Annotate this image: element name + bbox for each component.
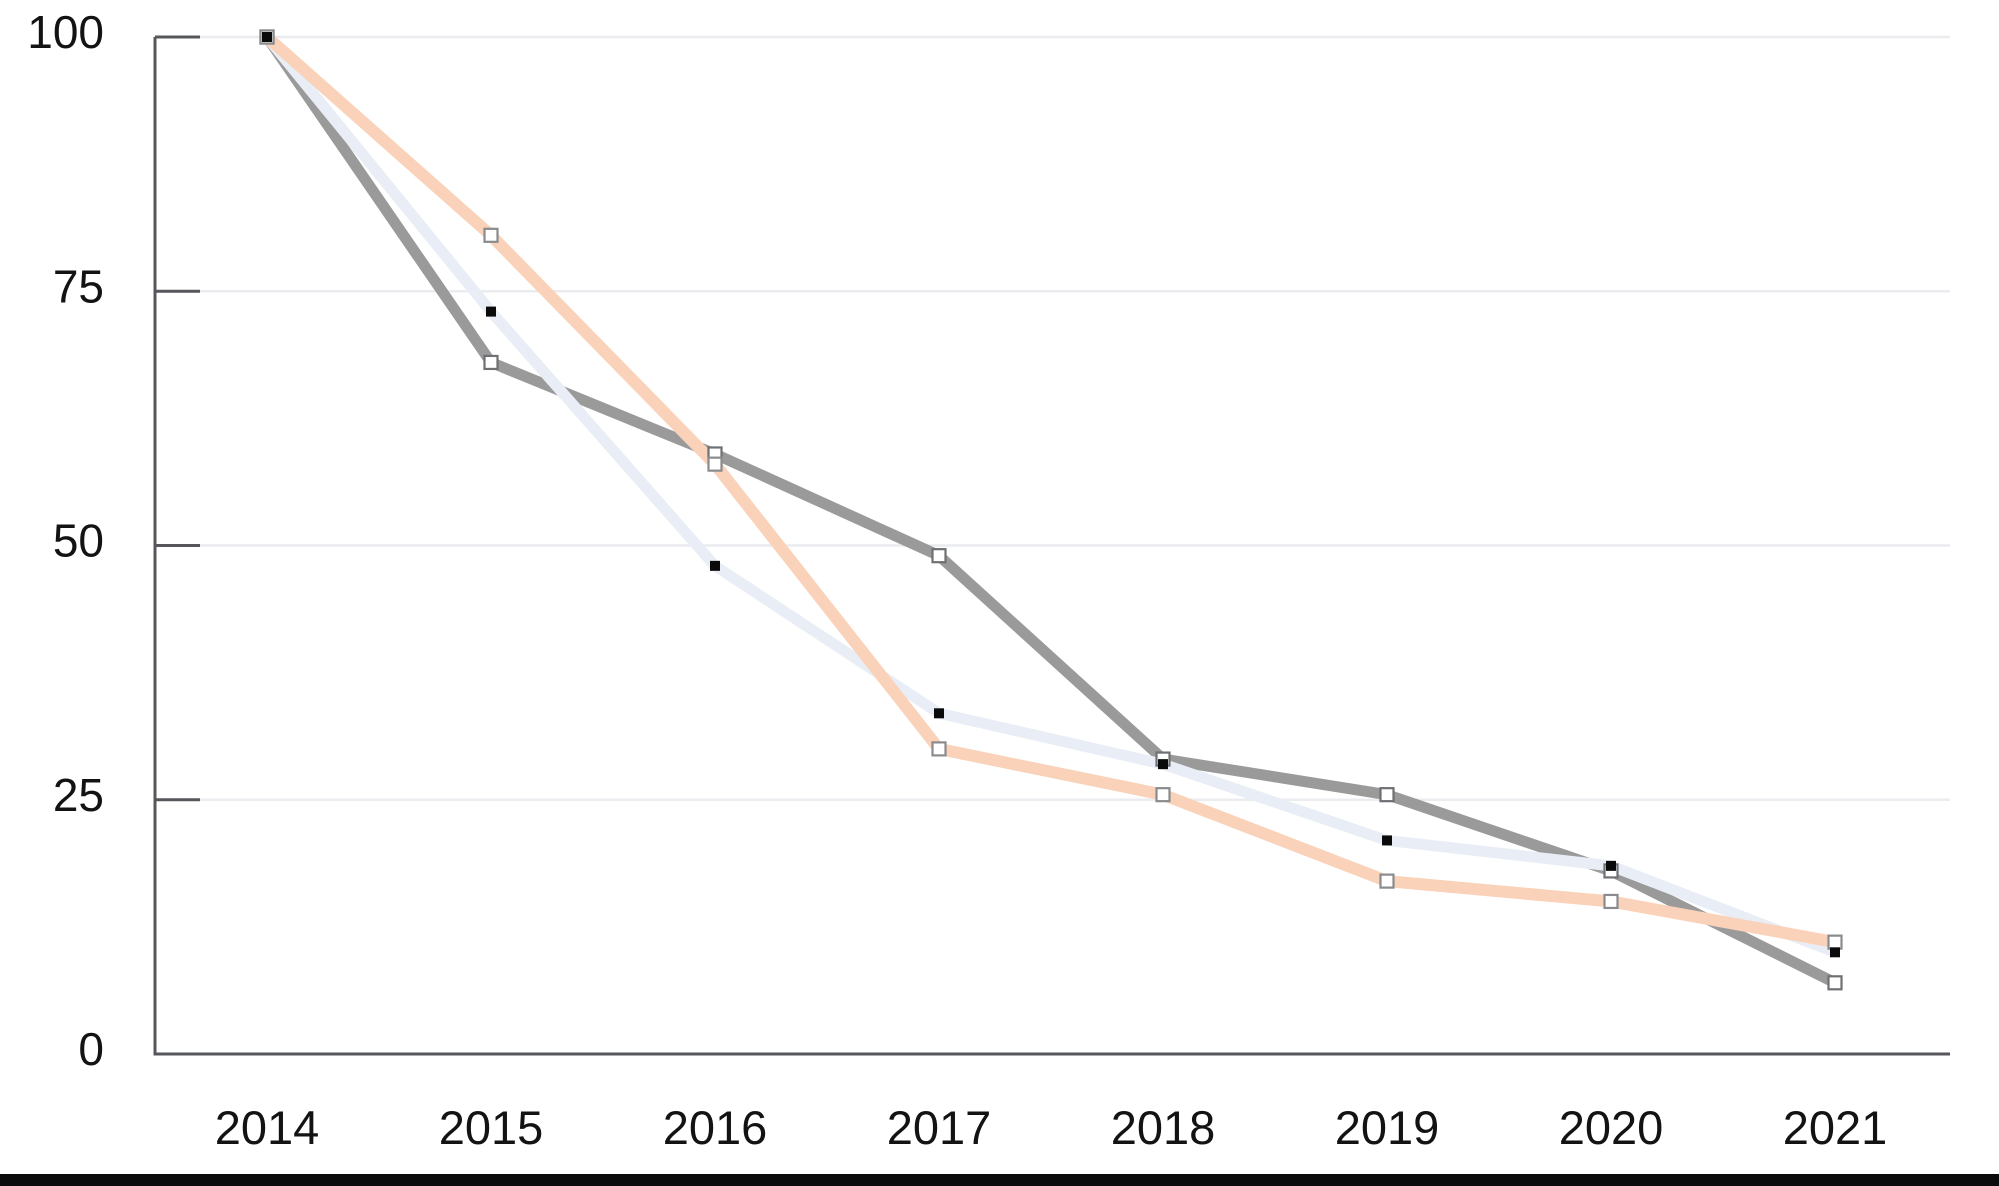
series-line-gray [262, 33, 1838, 988]
y-axis-label-75: 75 [53, 260, 104, 312]
marker-filled-square-light_blue [262, 32, 272, 42]
marker-filled-square-light_blue [1158, 759, 1168, 770]
marker-filled-square-light_blue [1830, 947, 1840, 958]
x-axis-label-2019: 2019 [1335, 1101, 1440, 1154]
marker-open-square-peach [931, 741, 947, 757]
series-line-peach [263, 32, 1837, 949]
x-axis-label-2018: 2018 [1111, 1101, 1216, 1154]
y-axis-label-50: 50 [53, 515, 104, 567]
marker-open-square-peach [707, 456, 723, 472]
marker-filled-square-light_blue [710, 560, 720, 571]
x-axis-label-2017: 2017 [887, 1101, 992, 1154]
y-axis-label-0: 0 [78, 1023, 104, 1075]
marker-open-square-peach [483, 227, 499, 243]
marker-open-square-peach [1155, 787, 1171, 803]
marker-filled-square-light_blue [1606, 860, 1616, 871]
marker-open-square-peach [1379, 873, 1395, 889]
marker-open-square-gray [1379, 787, 1395, 803]
bottom-border-bar [0, 1174, 1999, 1186]
marker-filled-square-light_blue [934, 708, 944, 719]
marker-filled-square-light_blue [486, 306, 496, 317]
marker-open-square-gray [1827, 975, 1843, 991]
y-axis-label-25: 25 [53, 769, 104, 821]
series-line-light_blue [262, 33, 1837, 958]
x-axis-label-2021: 2021 [1783, 1101, 1888, 1154]
marker-open-square-peach [1603, 893, 1619, 910]
x-axis-label-2016: 2016 [663, 1101, 768, 1154]
marker-open-square-gray [931, 548, 947, 564]
x-axis-label-2014: 2014 [215, 1101, 320, 1154]
y-axis-label-100: 100 [27, 6, 104, 58]
x-axis-label-2020: 2020 [1559, 1101, 1664, 1154]
marker-open-square-gray [483, 354, 499, 371]
marker-filled-square-light_blue [1382, 835, 1392, 846]
x-axis-label-2015: 2015 [439, 1101, 544, 1154]
marker-open-square-peach [1827, 934, 1843, 950]
